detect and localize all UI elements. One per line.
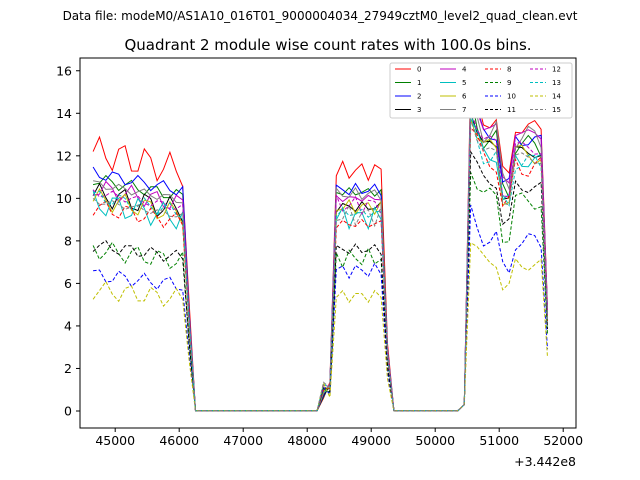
y-tick-label: 6 [64, 276, 72, 291]
legend-label-10: 10 [507, 93, 516, 101]
x-tick-label: 49000 [351, 433, 391, 448]
x-tick-label: 46000 [159, 433, 199, 448]
legend-label-12: 12 [552, 66, 561, 74]
legend-label-2: 2 [417, 93, 421, 101]
series-line-15 [92, 119, 548, 412]
y-tick-label: 4 [64, 318, 72, 333]
legend-box [389, 62, 573, 119]
y-tick-label: 16 [56, 63, 72, 78]
y-tick-label: 14 [56, 106, 72, 121]
x-tick-label: 50000 [415, 433, 455, 448]
chart-suptitle: Data file: modeM0/AS1A10_016T01_90000040… [63, 9, 578, 23]
axes-frame [79, 57, 577, 429]
x-tick-label: 45000 [95, 433, 135, 448]
legend-label-9: 9 [507, 79, 511, 87]
x-tick-label: 48000 [287, 433, 327, 448]
series-line-10 [93, 204, 548, 412]
legend-label-0: 0 [417, 66, 421, 74]
y-axis: 0 2 4 6 8 10 12 14 16 [56, 63, 80, 418]
y-tick-label: 2 [64, 361, 72, 376]
legend-label-1: 1 [417, 79, 421, 87]
y-tick-label: 12 [56, 148, 72, 163]
y-tick-label: 0 [64, 403, 72, 418]
legend-label-15: 15 [552, 106, 561, 114]
legend-label-8: 8 [507, 66, 511, 74]
plot-lines [92, 72, 548, 412]
x-offset-label: +3.442e8 [514, 454, 576, 469]
legend-label-5: 5 [462, 79, 466, 87]
x-axis: 45000 46000 47000 48000 49000 50000 51000 52000 [95, 428, 583, 448]
legend-label-3: 3 [417, 106, 421, 114]
x-tick-label: 47000 [223, 433, 263, 448]
x-tick-label: 52000 [543, 433, 583, 448]
legend-label-6: 6 [462, 93, 467, 101]
legend-label-11: 11 [507, 106, 516, 114]
legend-label-4: 4 [462, 66, 467, 74]
y-tick-label: 10 [56, 191, 72, 206]
y-tick-label: 8 [64, 233, 72, 248]
legend-label-14: 14 [552, 93, 561, 101]
chart-title: Quadrant 2 module wise count rates with … [124, 36, 531, 54]
x-tick-label: 51000 [479, 433, 519, 448]
legend-label-13: 13 [552, 79, 561, 87]
legend-label-7: 7 [462, 106, 466, 114]
